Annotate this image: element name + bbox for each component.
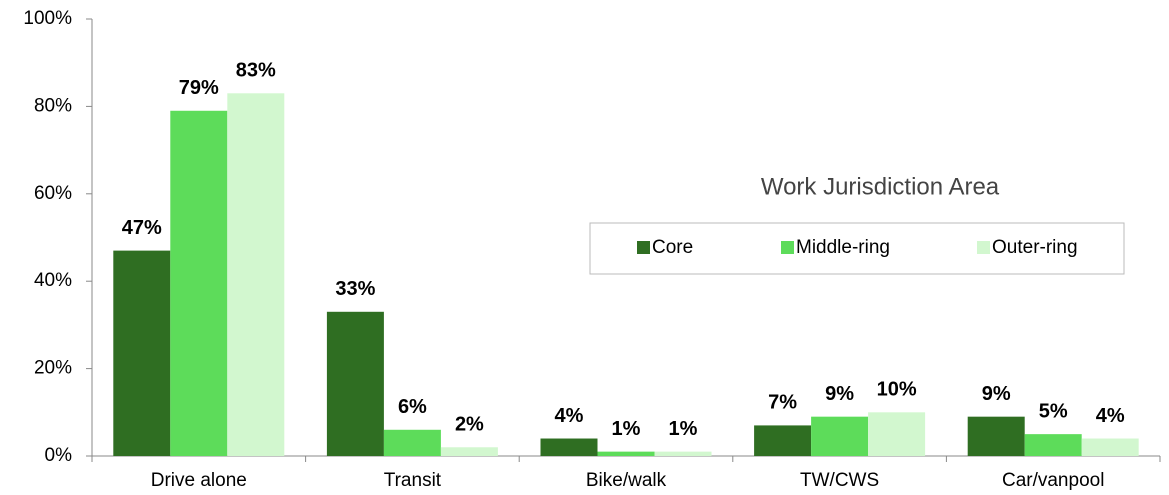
value-label: 9% bbox=[825, 383, 854, 405]
value-label: 2% bbox=[455, 414, 484, 436]
value-label: 33% bbox=[335, 278, 375, 300]
bar bbox=[113, 250, 171, 456]
value-label: 47% bbox=[122, 217, 162, 239]
bar bbox=[326, 311, 384, 456]
legend-label: Core bbox=[652, 237, 693, 258]
bar bbox=[227, 93, 285, 456]
value-label: 83% bbox=[236, 60, 276, 82]
y-tick-label: 40% bbox=[34, 270, 72, 291]
y-tick-label: 100% bbox=[23, 8, 72, 29]
legend-swatch bbox=[977, 241, 990, 254]
bar bbox=[967, 416, 1025, 456]
value-label: 10% bbox=[877, 379, 917, 401]
x-tick-label: Transit bbox=[384, 470, 442, 491]
bar bbox=[868, 412, 926, 456]
value-label: 1% bbox=[669, 418, 698, 440]
value-label: 6% bbox=[398, 396, 427, 418]
legend-swatch bbox=[781, 241, 794, 254]
bar bbox=[811, 416, 869, 456]
bar bbox=[1024, 434, 1082, 456]
x-tick-label: Car/vanpool bbox=[1002, 470, 1104, 491]
value-label: 4% bbox=[555, 405, 584, 427]
bar bbox=[597, 451, 655, 456]
bar bbox=[1081, 438, 1139, 456]
legend-label: Middle-ring bbox=[796, 237, 890, 258]
bar bbox=[383, 429, 441, 456]
bar bbox=[440, 447, 498, 456]
y-tick-label: 60% bbox=[34, 183, 72, 204]
x-tick-label: Drive alone bbox=[151, 470, 247, 491]
x-tick-label: TW/CWS bbox=[800, 470, 879, 491]
legend-label: Outer-ring bbox=[992, 237, 1078, 258]
bar bbox=[754, 425, 812, 456]
value-label: 5% bbox=[1039, 400, 1068, 422]
bar bbox=[654, 451, 712, 456]
legend-box bbox=[589, 222, 1125, 275]
legend-title: Work Jurisdiction Area bbox=[761, 173, 1000, 200]
x-tick-label: Bike/walk bbox=[586, 470, 667, 491]
bar bbox=[540, 438, 598, 456]
value-label: 7% bbox=[768, 392, 797, 414]
bar bbox=[170, 110, 228, 457]
value-label: 4% bbox=[1096, 405, 1125, 427]
y-tick-label: 20% bbox=[34, 358, 72, 379]
value-label: 1% bbox=[612, 418, 641, 440]
y-tick-label: 80% bbox=[34, 95, 72, 116]
y-tick-label: 0% bbox=[45, 445, 73, 466]
value-label: 79% bbox=[179, 77, 219, 99]
value-label: 9% bbox=[982, 383, 1011, 405]
legend-swatch bbox=[637, 241, 650, 254]
